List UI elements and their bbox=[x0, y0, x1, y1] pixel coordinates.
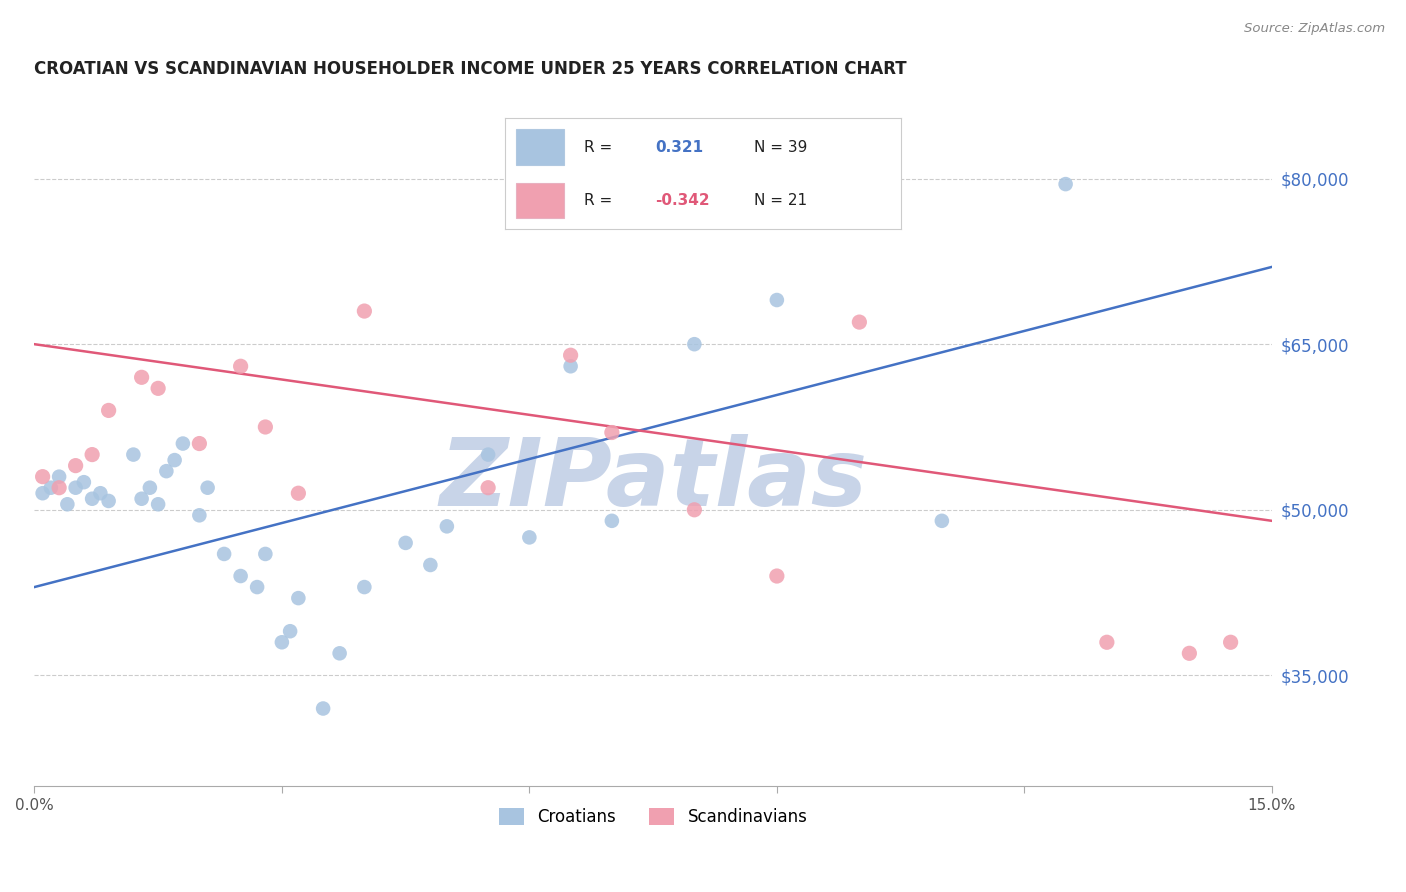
Point bbox=[212, 547, 235, 561]
Point bbox=[1054, 177, 1077, 191]
Point bbox=[477, 481, 499, 495]
Point bbox=[97, 494, 120, 508]
Point bbox=[1219, 635, 1241, 649]
Point bbox=[287, 486, 309, 500]
Point bbox=[31, 486, 53, 500]
Point bbox=[766, 569, 789, 583]
Point bbox=[1178, 646, 1201, 660]
Point bbox=[229, 359, 252, 374]
Point bbox=[65, 458, 87, 473]
Point bbox=[600, 514, 623, 528]
Point bbox=[155, 464, 177, 478]
Point bbox=[65, 481, 87, 495]
Point bbox=[131, 491, 153, 506]
Point bbox=[146, 497, 169, 511]
Point bbox=[31, 469, 53, 483]
Point bbox=[278, 624, 301, 639]
Point bbox=[172, 436, 194, 450]
Point bbox=[48, 469, 70, 483]
Point bbox=[73, 475, 96, 490]
Point bbox=[600, 425, 623, 440]
Point bbox=[229, 569, 252, 583]
Point bbox=[312, 701, 335, 715]
Text: ZIPatlas: ZIPatlas bbox=[439, 434, 868, 525]
Point bbox=[82, 491, 104, 506]
Point bbox=[122, 448, 145, 462]
Point bbox=[163, 453, 186, 467]
Point bbox=[519, 530, 541, 544]
Point bbox=[246, 580, 269, 594]
Point bbox=[131, 370, 153, 384]
Point bbox=[146, 381, 169, 395]
Point bbox=[39, 481, 62, 495]
Point bbox=[419, 558, 441, 572]
Point bbox=[766, 293, 789, 307]
Text: CROATIAN VS SCANDINAVIAN HOUSEHOLDER INCOME UNDER 25 YEARS CORRELATION CHART: CROATIAN VS SCANDINAVIAN HOUSEHOLDER INC… bbox=[34, 60, 907, 78]
Point bbox=[353, 580, 375, 594]
Point bbox=[188, 508, 211, 523]
Point bbox=[560, 359, 582, 374]
Point bbox=[436, 519, 458, 533]
Point bbox=[254, 547, 277, 561]
Point bbox=[683, 503, 706, 517]
Point bbox=[477, 448, 499, 462]
Point bbox=[353, 304, 375, 318]
Point bbox=[197, 481, 219, 495]
Point bbox=[931, 514, 953, 528]
Point bbox=[56, 497, 79, 511]
Point bbox=[287, 591, 309, 606]
Point bbox=[683, 337, 706, 351]
Point bbox=[188, 436, 211, 450]
Point bbox=[329, 646, 352, 660]
Point bbox=[1095, 635, 1118, 649]
Point bbox=[139, 481, 162, 495]
Point bbox=[82, 448, 104, 462]
Point bbox=[48, 481, 70, 495]
Point bbox=[560, 348, 582, 362]
Text: Source: ZipAtlas.com: Source: ZipAtlas.com bbox=[1244, 22, 1385, 36]
Point bbox=[270, 635, 292, 649]
Point bbox=[848, 315, 870, 329]
Legend: Croatians, Scandinavians: Croatians, Scandinavians bbox=[492, 802, 814, 833]
Point bbox=[97, 403, 120, 417]
Point bbox=[254, 420, 277, 434]
Point bbox=[394, 536, 416, 550]
Point bbox=[89, 486, 111, 500]
